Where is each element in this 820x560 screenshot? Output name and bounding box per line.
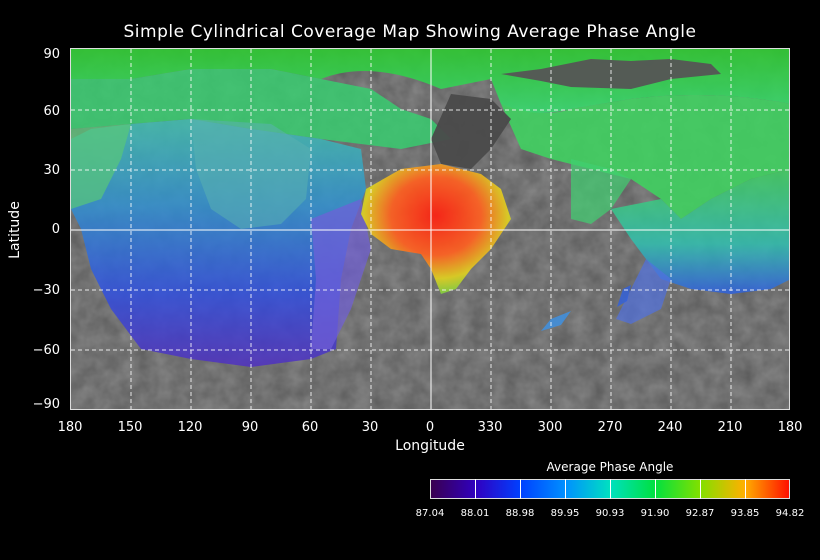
xtick-9: 270: [597, 420, 623, 435]
colorbar-label: 91.90: [640, 508, 670, 519]
xtick-4: 60: [301, 420, 319, 435]
colorbar-label: 93.85: [730, 508, 760, 519]
colorbar-label: 87.04: [415, 508, 445, 519]
ytick-60: 60: [43, 104, 60, 119]
colorbar-divider: [520, 479, 521, 499]
colorbar-label: 94.82: [775, 508, 805, 519]
ytick-m90: −90: [32, 397, 60, 412]
xtick-8: 300: [537, 420, 563, 435]
ytick-0: 0: [51, 222, 60, 237]
xtick-5: 30: [361, 420, 379, 435]
x-axis-label: Longitude: [395, 438, 465, 454]
colorbar-label: 88.01: [460, 508, 490, 519]
colorbar-label: 88.98: [505, 508, 535, 519]
xtick-11: 210: [717, 420, 743, 435]
y-axis-label: Latitude: [6, 201, 23, 259]
colorbar-divider: [700, 479, 701, 499]
ytick-30: 30: [43, 163, 60, 178]
map-title: Simple Cylindrical Coverage Map Showing …: [123, 22, 697, 42]
colorbar-divider: [610, 479, 611, 499]
colorbar-label: 89.95: [550, 508, 580, 519]
colorbar-divider: [655, 479, 656, 499]
xtick-6: 0: [425, 420, 435, 435]
xtick-0: 180: [57, 420, 83, 435]
xtick-2: 120: [177, 420, 203, 435]
colorbar-title: Average Phase Angle: [546, 460, 674, 474]
xtick-3: 90: [241, 420, 259, 435]
xtick-12: 180: [777, 420, 803, 435]
colorbar-label: 92.87: [685, 508, 715, 519]
colorbar-label: 90.93: [595, 508, 625, 519]
xtick-7: 330: [477, 420, 503, 435]
colorbar-divider: [745, 479, 746, 499]
ytick-90: 90: [43, 47, 60, 62]
xtick-1: 150: [117, 420, 143, 435]
coverage-map: [70, 48, 790, 410]
colorbar-divider: [475, 479, 476, 499]
ytick-m60: −60: [32, 343, 60, 358]
xtick-10: 240: [657, 420, 683, 435]
colorbar-divider: [565, 479, 566, 499]
ytick-m30: −30: [32, 283, 60, 298]
